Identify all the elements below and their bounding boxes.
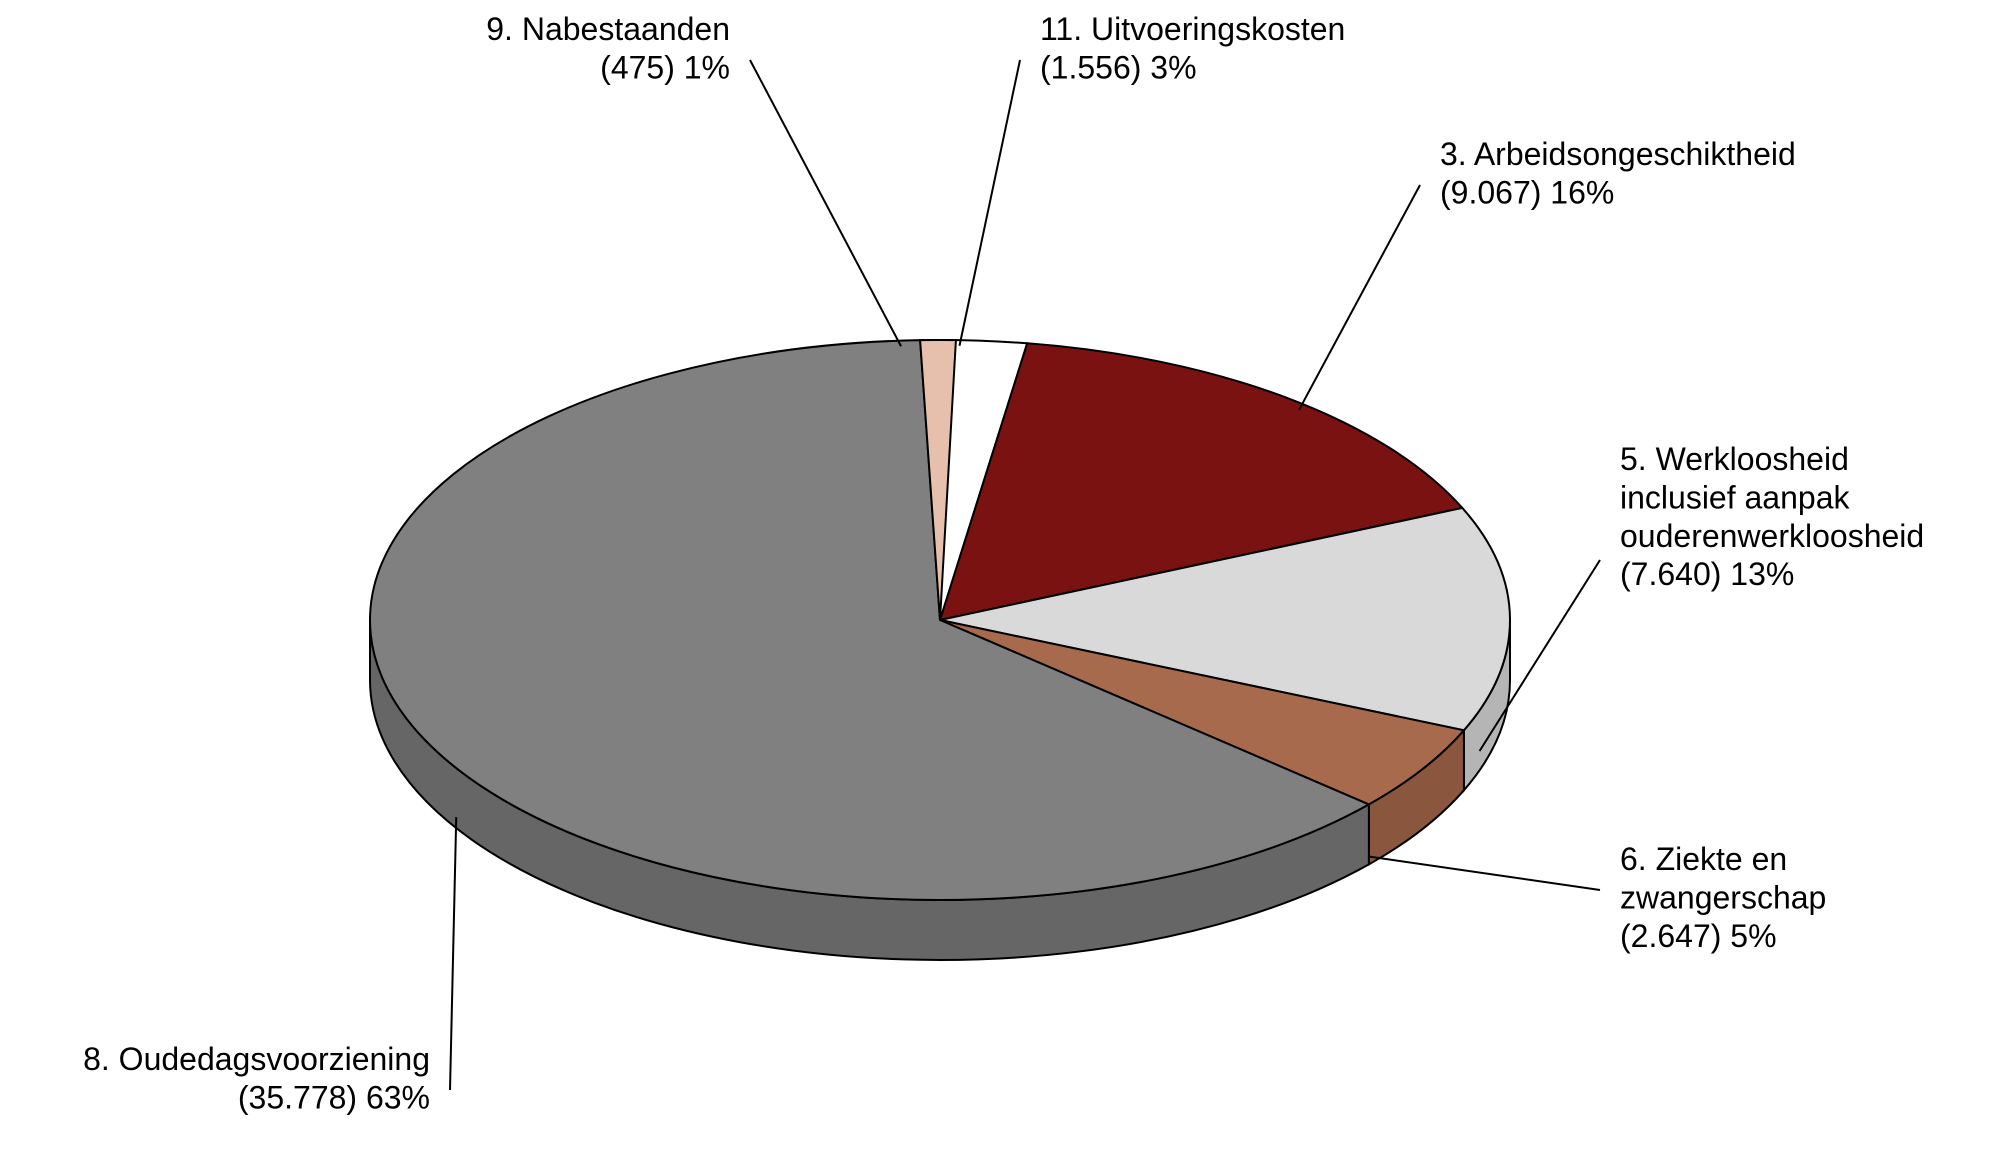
leader-s6	[1368, 856, 1600, 890]
label-s8-line1: 8. Oudedagsvoorziening	[83, 1041, 430, 1077]
label-s3-line1: 3. Arbeidsongeschiktheid	[1440, 136, 1796, 172]
label-s11-line1: 11. Uitvoeringskosten	[1040, 11, 1345, 47]
label-s9-line2: (475) 1%	[600, 49, 730, 85]
label-s6-line1: 6. Ziekte en	[1620, 841, 1787, 877]
label-s3: 3. Arbeidsongeschiktheid(9.067) 16%	[1440, 136, 1796, 210]
label-s5-line1: 5. Werkloosheid	[1620, 441, 1849, 477]
leader-s11	[959, 60, 1020, 346]
label-s9-line1: 9. Nabestaanden	[486, 11, 730, 47]
label-s5-line2: inclusief aanpak	[1620, 479, 1850, 515]
label-s11-line2: (1.556) 3%	[1040, 49, 1197, 85]
leader-s3	[1299, 185, 1420, 410]
label-s5-line3: ouderenwerkloosheid	[1620, 518, 1924, 554]
label-s9: 9. Nabestaanden(475) 1%	[486, 11, 730, 85]
label-s5: 5. Werkloosheidinclusief aanpakouderenwe…	[1620, 441, 1924, 592]
label-s6-line3: (2.647) 5%	[1620, 918, 1777, 954]
pie-chart: 11. Uitvoeringskosten(1.556) 3% 3. Arbeid…	[0, 0, 2008, 1151]
label-s6: 6. Ziekte enzwangerschap(2.647) 5%	[1620, 841, 1826, 954]
label-s6-line2: zwangerschap	[1620, 879, 1826, 915]
label-s11: 11. Uitvoeringskosten(1.556) 3%	[1040, 11, 1345, 85]
leader-s8	[450, 817, 456, 1090]
leader-s9	[750, 60, 901, 346]
pie-top	[370, 340, 1510, 900]
label-s8: 8. Oudedagsvoorziening(35.778) 63%	[83, 1041, 430, 1115]
label-s3-line2: (9.067) 16%	[1440, 174, 1614, 210]
label-s8-line2: (35.778) 63%	[238, 1079, 430, 1115]
label-s5-line4: (7.640) 13%	[1620, 556, 1794, 592]
